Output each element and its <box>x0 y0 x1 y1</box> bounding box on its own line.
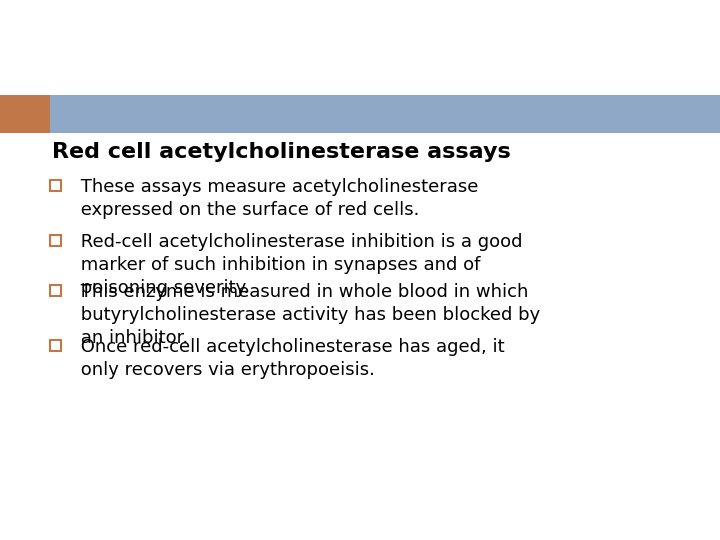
Text: Red-cell acetylcholinesterase inhibition is a good
 marker of such inhibition in: Red-cell acetylcholinesterase inhibition… <box>75 233 523 297</box>
Bar <box>50 340 61 351</box>
Bar <box>50 180 61 191</box>
Text: These assays measure acetylcholinesterase
 expressed on the surface of red cells: These assays measure acetylcholinesteras… <box>75 178 478 219</box>
Bar <box>50 285 61 296</box>
Bar <box>50 95 720 133</box>
Text: Once red-cell acetylcholinesterase has aged, it
 only recovers via erythropoeisi: Once red-cell acetylcholinesterase has a… <box>75 338 505 379</box>
Text: This enzyme is measured in whole blood in which
 butyrylcholinesterase activity : This enzyme is measured in whole blood i… <box>75 283 540 347</box>
Bar <box>0 95 50 133</box>
Text: Red cell acetylcholinesterase assays: Red cell acetylcholinesterase assays <box>52 142 510 162</box>
Bar <box>50 235 61 246</box>
